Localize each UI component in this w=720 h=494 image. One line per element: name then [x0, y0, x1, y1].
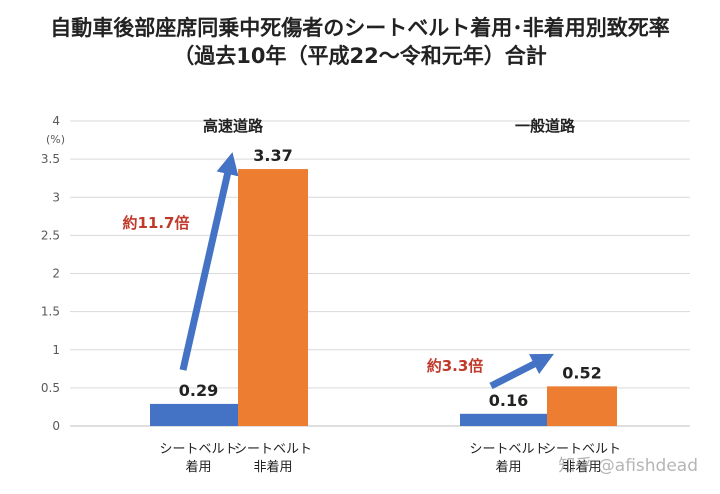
ratio-label: 約3.3倍: [427, 357, 484, 375]
bar: [460, 413, 557, 426]
ratio-label: 約11.7倍: [122, 214, 189, 232]
group-label: 一般道路: [515, 117, 576, 135]
x-tick-label: 着用: [495, 459, 521, 475]
y-tick-label: 1: [52, 343, 60, 357]
ratio-arrow: [489, 353, 554, 390]
x-tick-label: 非着用: [562, 459, 601, 475]
chart-title: 自動車後部座席同乗中死傷者のシートベルト着用･非着用別致死率 （過去10年（平成…: [0, 14, 720, 70]
y-axis-unit-label: (%): [46, 133, 65, 146]
y-tick-label: 2: [52, 267, 60, 281]
bar: [547, 386, 617, 426]
x-tick-label: 着用: [185, 459, 211, 475]
x-tick-label: シートベルト: [469, 442, 547, 457]
chart-title-line1: 自動車後部座席同乗中死傷者のシートベルト着用･非着用別致死率: [50, 16, 670, 40]
data-label: 0.52: [562, 363, 601, 382]
x-tick-label: 非着用: [253, 459, 292, 475]
y-tick-label: 0: [52, 419, 60, 433]
y-tick-label: 1.5: [41, 305, 60, 319]
data-label: 3.37: [253, 146, 292, 165]
group-label: 高速道路: [203, 117, 264, 135]
y-tick-label: 3: [52, 190, 60, 204]
bar: [150, 403, 247, 426]
x-tick-label: シートベルト: [234, 442, 312, 457]
y-tick-label: 0.5: [41, 381, 60, 395]
chart-title-line2: （過去10年（平成22～令和元年）合計: [173, 44, 547, 68]
watermark: 知乎 @afishdead: [558, 456, 698, 476]
y-tick-label: 4: [52, 114, 60, 128]
ratio-arrow: [179, 152, 239, 371]
x-tick-label: シートベルト: [543, 442, 621, 457]
x-tick-label: シートベルト: [159, 442, 237, 457]
data-label: 0.29: [179, 381, 218, 400]
y-tick-label: 3.5: [41, 152, 60, 166]
data-label: 0.16: [489, 391, 528, 410]
bar: [238, 169, 308, 426]
y-tick-label: 2.5: [41, 228, 60, 242]
